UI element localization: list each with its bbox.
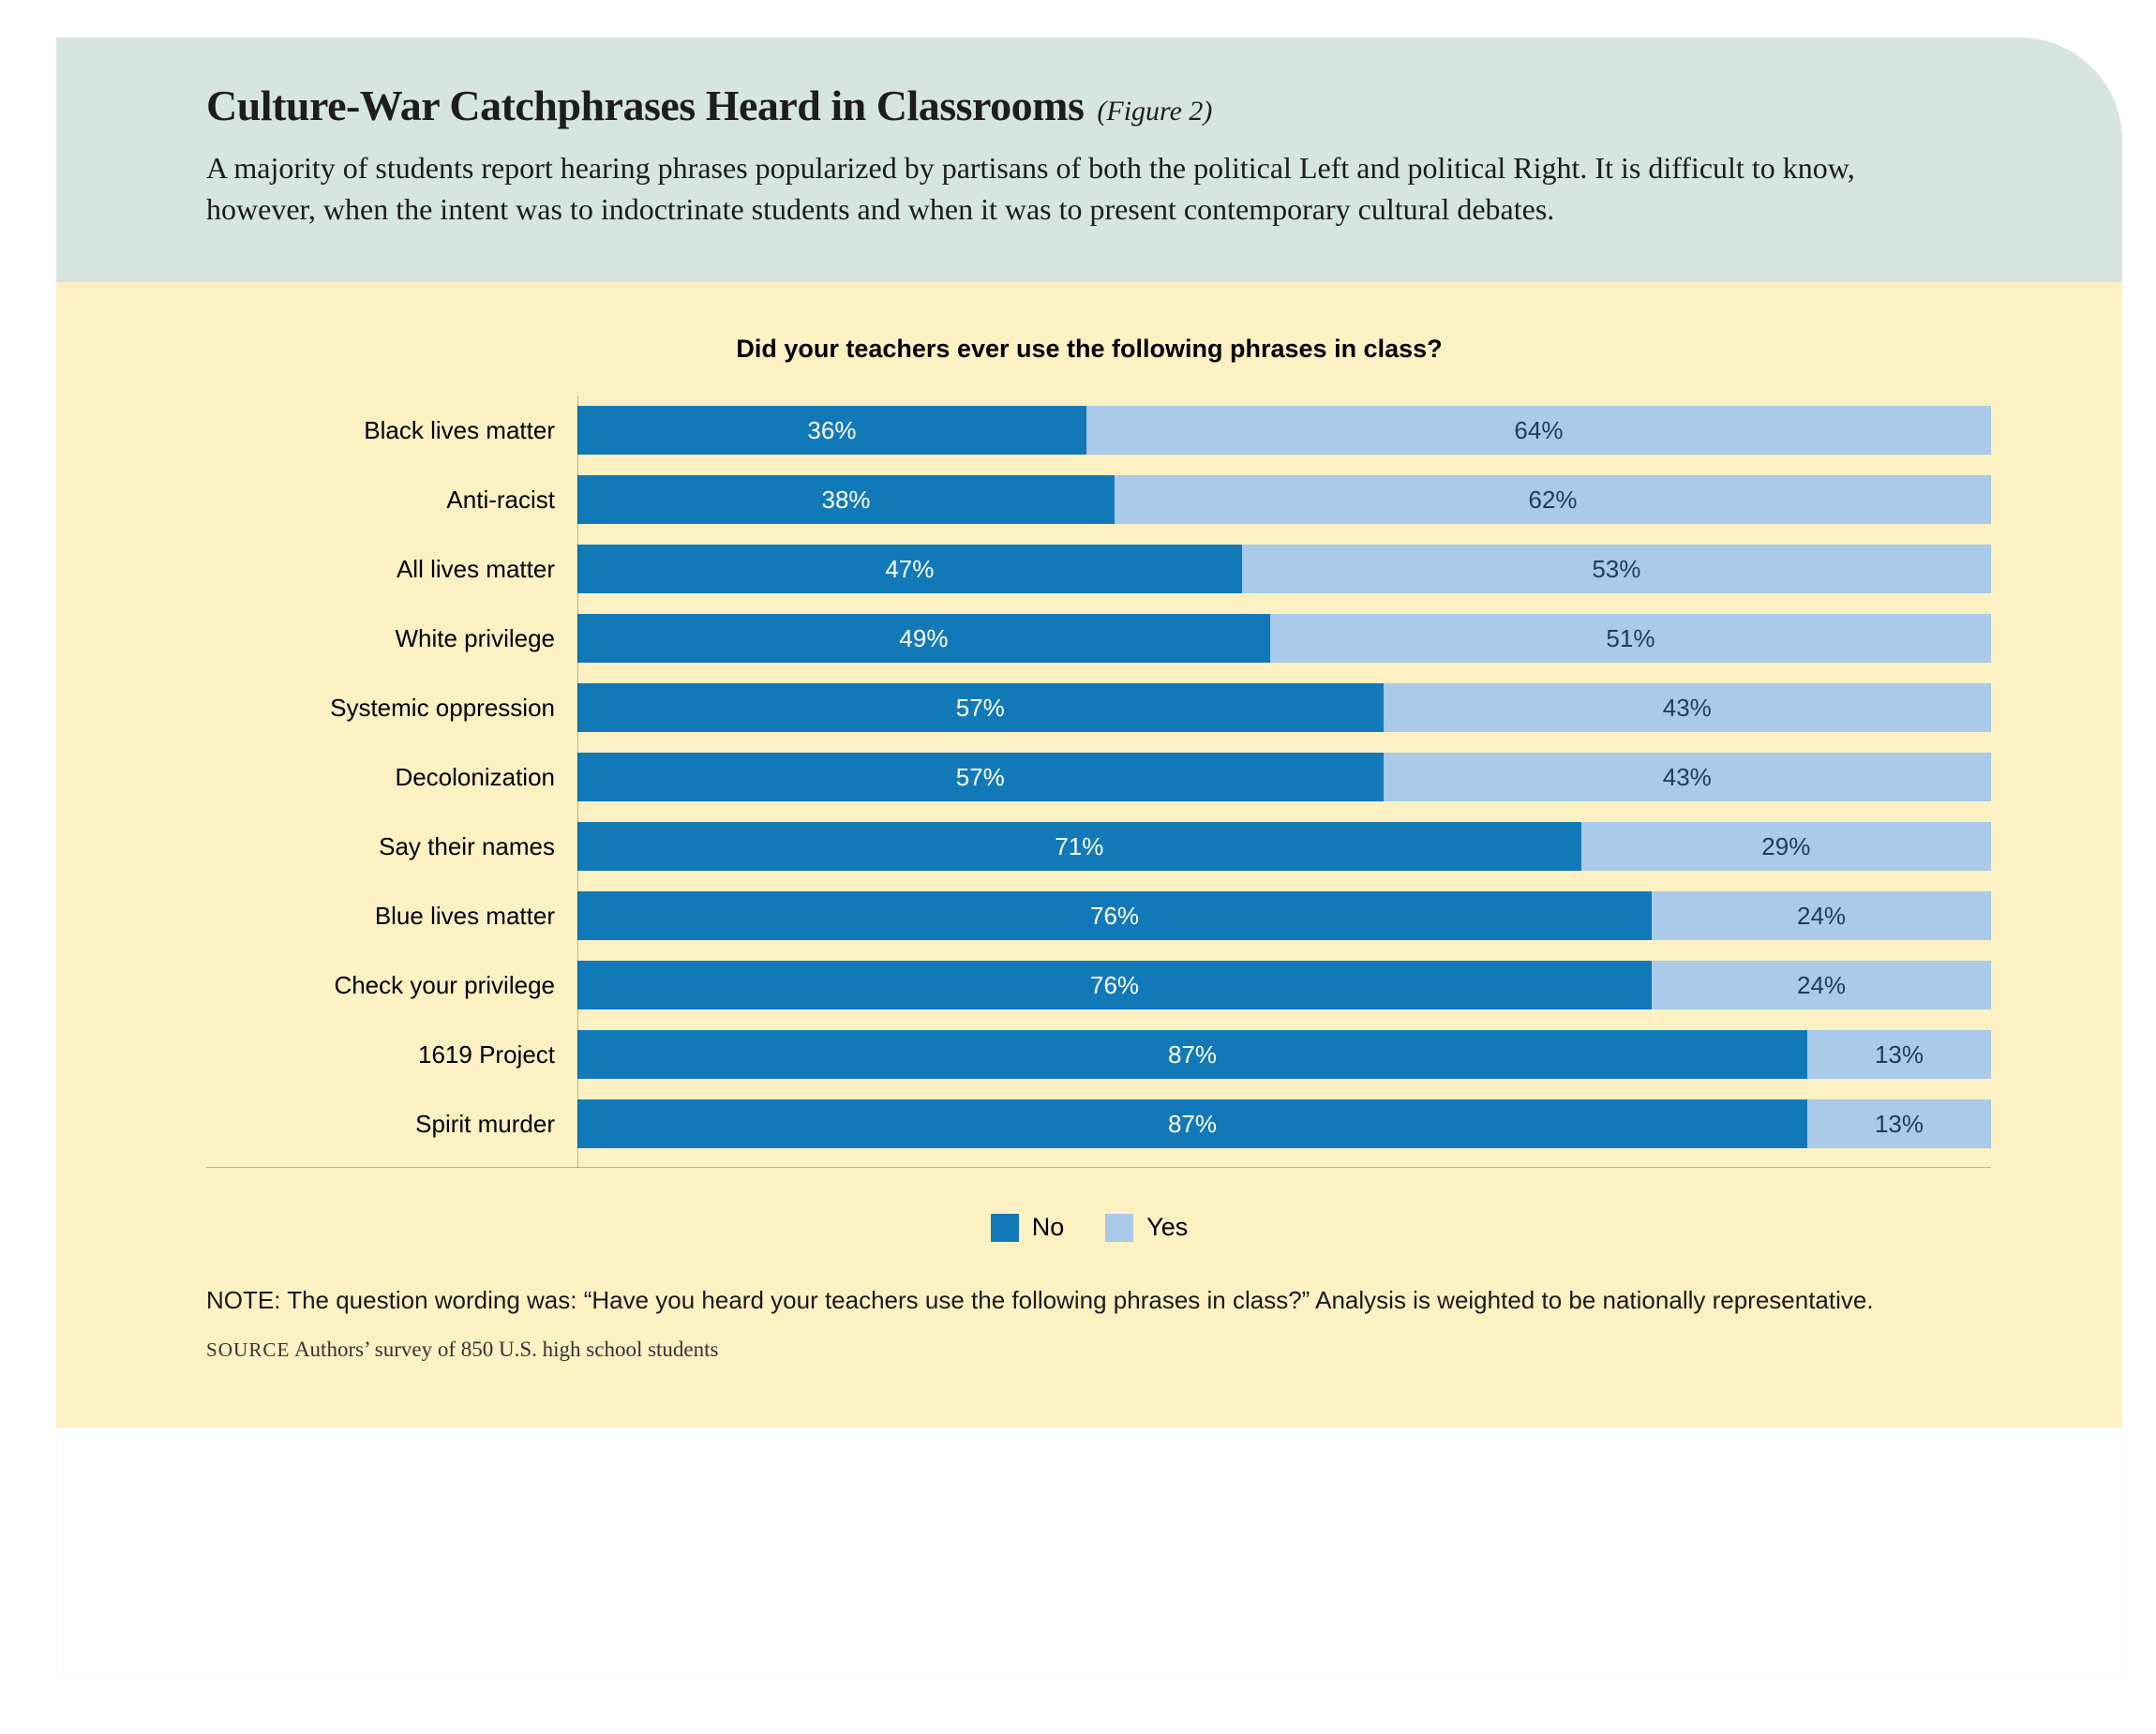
- source-label: SOURCE: [206, 1338, 290, 1361]
- legend-label-no: No: [1032, 1213, 1065, 1242]
- row-label: Say their names: [187, 812, 577, 881]
- bar-cell: 47%53%: [577, 534, 1991, 604]
- bar-cell: 49%51%: [577, 604, 1991, 673]
- stacked-bar: 87%13%: [577, 1099, 1991, 1148]
- bar-cell: 36%64%: [577, 396, 1991, 465]
- figure-header: Culture-War Catchphrases Heard in Classr…: [56, 37, 2122, 282]
- figure-number: (Figure 2): [1097, 96, 1212, 127]
- chart-zone: Did your teachers ever use the following…: [56, 282, 2122, 1428]
- bar-segment-no: 57%: [577, 753, 1384, 801]
- bar-segment-yes: 62%: [1115, 475, 1991, 524]
- bar-segment-yes: 13%: [1807, 1030, 1991, 1079]
- row-label: 1619 Project: [187, 1020, 577, 1089]
- row-label: Anti-racist: [187, 465, 577, 534]
- legend-swatch-yes: [1105, 1214, 1133, 1242]
- stacked-bar: 36%64%: [577, 406, 1991, 455]
- bar-cell: 76%24%: [577, 881, 1991, 950]
- bar-cell: 87%13%: [577, 1020, 1991, 1089]
- bar-cell: 57%43%: [577, 742, 1991, 812]
- bar-segment-no: 71%: [577, 822, 1581, 871]
- bar-segment-no: 57%: [577, 683, 1384, 732]
- bar-segment-yes: 24%: [1652, 961, 1991, 1009]
- row-label: Systemic oppression: [187, 673, 577, 742]
- source-line: SOURCE Authors’ survey of 850 U.S. high …: [206, 1338, 1972, 1362]
- legend-item-yes: Yes: [1105, 1213, 1188, 1242]
- stacked-bar: 71%29%: [577, 822, 1991, 871]
- legend-swatch-no: [991, 1214, 1019, 1242]
- stacked-bar-chart: Black lives matter36%64%Anti-racist38%62…: [187, 396, 1991, 1158]
- bar-cell: 38%62%: [577, 465, 1991, 534]
- stacked-bar: 76%24%: [577, 891, 1991, 940]
- stacked-bar: 57%43%: [577, 683, 1991, 732]
- bar-segment-yes: 64%: [1086, 406, 1991, 455]
- row-label: Check your privilege: [187, 950, 577, 1020]
- source-text: Authors’ survey of 850 U.S. high school …: [290, 1338, 718, 1361]
- figure-notes: NOTE: The question wording was: “Have yo…: [187, 1283, 1991, 1362]
- stacked-bar: 38%62%: [577, 475, 1991, 524]
- bar-segment-no: 49%: [577, 614, 1270, 663]
- bar-segment-yes: 13%: [1807, 1099, 1991, 1148]
- bar-segment-no: 87%: [577, 1099, 1807, 1148]
- bar-cell: 57%43%: [577, 673, 1991, 742]
- chart-question: Did your teachers ever use the following…: [187, 335, 1991, 364]
- stacked-bar: 49%51%: [577, 614, 1991, 663]
- bar-segment-yes: 43%: [1384, 683, 1991, 732]
- note-text: NOTE: The question wording was: “Have yo…: [206, 1283, 1972, 1319]
- bar-segment-yes: 29%: [1581, 822, 1991, 871]
- bar-segment-no: 36%: [577, 406, 1086, 455]
- legend-item-no: No: [991, 1213, 1065, 1242]
- row-label: White privilege: [187, 604, 577, 673]
- bar-segment-no: 76%: [577, 891, 1652, 940]
- bar-cell: 71%29%: [577, 812, 1991, 881]
- figure-title: Culture-War Catchphrases Heard in Classr…: [206, 82, 1084, 129]
- row-label: All lives matter: [187, 534, 577, 604]
- bar-cell: 76%24%: [577, 950, 1991, 1020]
- bar-segment-yes: 51%: [1270, 614, 1991, 663]
- figure-subtitle: A majority of students report hearing ph…: [206, 147, 1954, 230]
- legend-label-yes: Yes: [1146, 1213, 1188, 1242]
- stacked-bar: 57%43%: [577, 753, 1991, 801]
- row-label: Spirit murder: [187, 1089, 577, 1158]
- row-label: Blue lives matter: [187, 881, 577, 950]
- chart-legend: No Yes: [187, 1213, 1991, 1242]
- stacked-bar: 76%24%: [577, 961, 1991, 1009]
- stacked-bar: 87%13%: [577, 1030, 1991, 1079]
- row-label: Black lives matter: [187, 396, 577, 465]
- row-label: Decolonization: [187, 742, 577, 812]
- bar-segment-no: 76%: [577, 961, 1652, 1009]
- bar-segment-no: 38%: [577, 475, 1115, 524]
- title-line: Culture-War Catchphrases Heard in Classr…: [206, 81, 1954, 130]
- bar-segment-yes: 24%: [1652, 891, 1991, 940]
- figure-container: Culture-War Catchphrases Heard in Classr…: [56, 37, 2122, 1678]
- bar-segment-yes: 43%: [1384, 753, 1991, 801]
- stacked-bar: 47%53%: [577, 545, 1991, 593]
- bar-segment-yes: 53%: [1242, 545, 1991, 593]
- bar-segment-no: 47%: [577, 545, 1242, 593]
- bar-cell: 87%13%: [577, 1089, 1991, 1158]
- bar-segment-no: 87%: [577, 1030, 1807, 1079]
